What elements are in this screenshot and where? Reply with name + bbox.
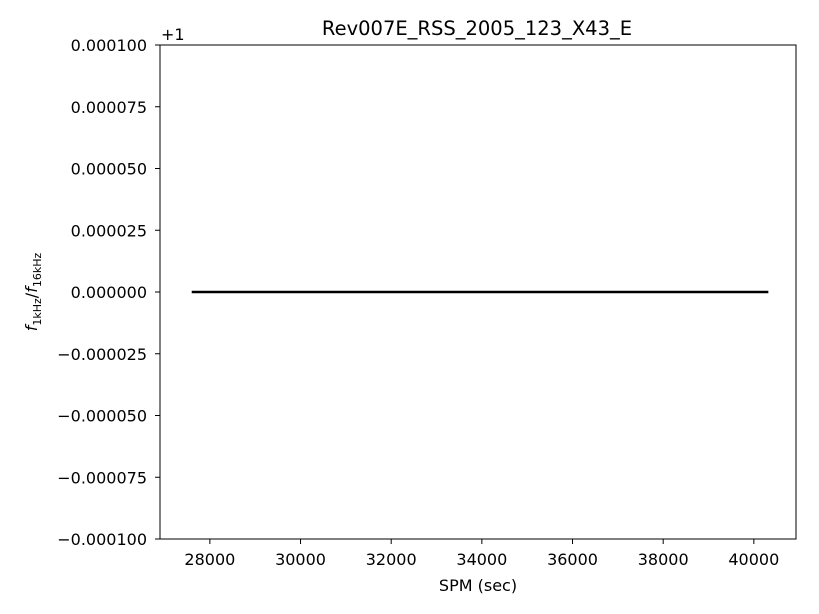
y-axis-label: f1kHz/f16kHz [22, 253, 44, 332]
x-tick-label: 30000 [275, 550, 326, 569]
y-tick-label: 0.000075 [71, 98, 147, 117]
y-tick-label: 0.000050 [71, 160, 147, 179]
x-tick-label: 28000 [184, 550, 235, 569]
x-tick-label: 34000 [456, 550, 507, 569]
y-offset-label: +1 [161, 25, 185, 44]
x-tick-label: 36000 [547, 550, 598, 569]
x-axis-label: SPM (sec) [439, 576, 517, 595]
x-tick-label: 38000 [638, 550, 689, 569]
y-tick-label: −0.000025 [57, 345, 147, 364]
plot-area-frame [159, 44, 797, 540]
chart-title: Rev007E_RSS_2005_123_X43_E [322, 17, 632, 40]
y-tick-label: −0.000050 [57, 407, 147, 426]
y-tick-label: 0.000000 [71, 283, 147, 302]
y-tick-label: −0.000100 [57, 530, 147, 549]
y-tick-label: −0.000075 [57, 468, 147, 487]
y-tick-label: 0.000025 [71, 221, 147, 240]
y-tick-label: 0.000100 [71, 36, 147, 55]
x-tick-label: 32000 [366, 550, 417, 569]
x-tick-label: 40000 [728, 550, 779, 569]
